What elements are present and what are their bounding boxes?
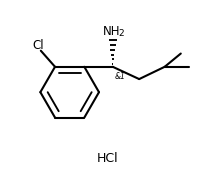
Text: HCl: HCl	[97, 152, 118, 165]
Text: Cl: Cl	[32, 39, 44, 52]
Text: &1: &1	[115, 72, 126, 81]
Text: NH: NH	[103, 25, 120, 38]
Text: 2: 2	[118, 29, 124, 38]
